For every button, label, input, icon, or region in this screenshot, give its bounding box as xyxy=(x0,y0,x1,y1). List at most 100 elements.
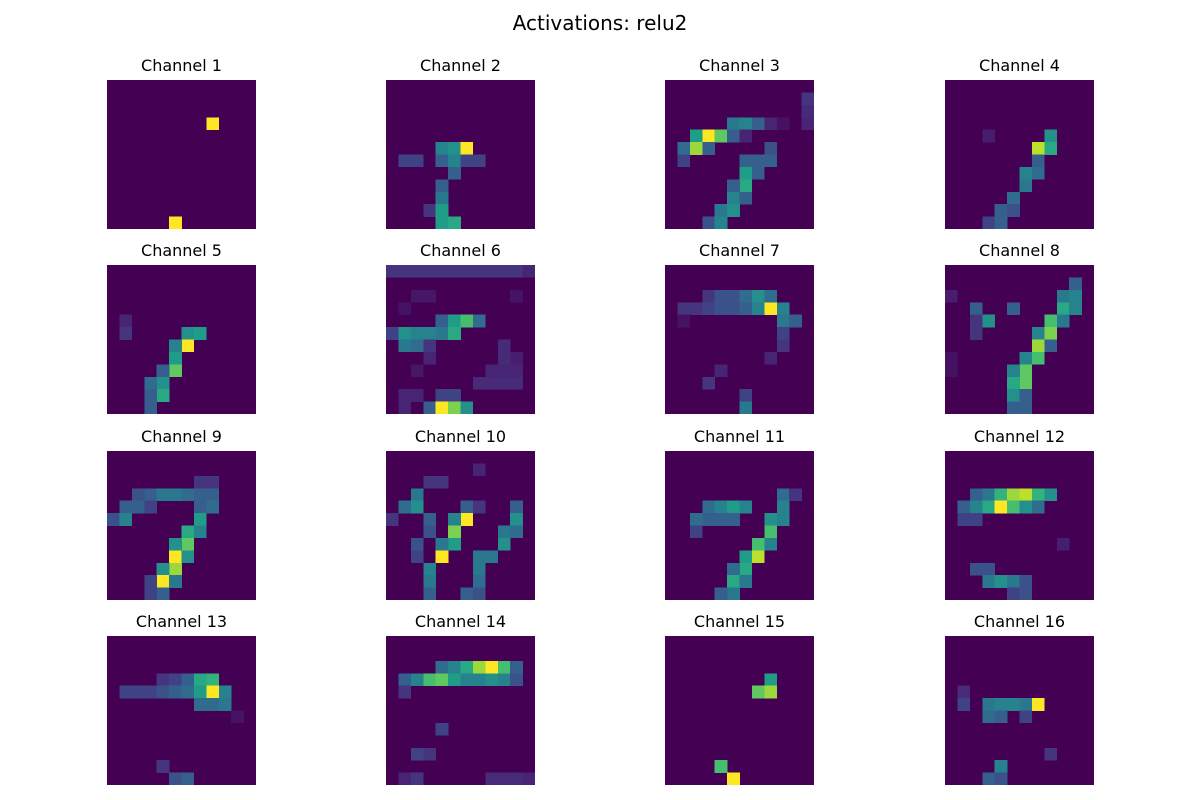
heatmap-cell xyxy=(448,154,461,168)
heatmap-cell xyxy=(1056,302,1070,315)
heatmap-cell xyxy=(485,376,499,390)
heatmap-cell xyxy=(181,525,195,539)
heatmap-cell xyxy=(776,488,790,501)
heatmap-cell xyxy=(448,216,461,229)
heatmap-cell xyxy=(460,401,474,414)
heatmap-cell xyxy=(677,142,691,155)
heatmap-cell xyxy=(776,327,790,340)
heatmap-cell xyxy=(969,314,983,328)
heatmap-cell xyxy=(410,747,424,761)
heatmap-cell xyxy=(982,314,995,328)
heatmap-cell xyxy=(156,389,170,402)
heatmap-cell xyxy=(181,550,195,564)
heatmap-cell xyxy=(994,204,1008,217)
heatmap-cell xyxy=(1044,339,1058,353)
heatmap-cell xyxy=(764,154,778,168)
heatmap-cell xyxy=(1019,179,1033,193)
heatmap-cell xyxy=(435,179,449,193)
heatmap xyxy=(386,80,535,229)
heatmap-cell xyxy=(435,216,449,229)
heatmap xyxy=(945,451,1094,600)
heatmap-cell xyxy=(386,513,399,526)
heatmap-cell xyxy=(435,204,449,217)
heatmap-cell xyxy=(398,154,412,168)
heatmap-cell xyxy=(1007,376,1020,390)
panel-title: Channel 16 xyxy=(973,612,1066,631)
heatmap-cell xyxy=(169,364,182,378)
heatmap-cell xyxy=(751,302,765,315)
heatmap-cell xyxy=(982,216,995,229)
heatmap-cell xyxy=(510,376,523,390)
heatmap-cell xyxy=(472,575,486,588)
panel-title: Channel 15 xyxy=(693,612,786,631)
panel-title: Channel 10 xyxy=(414,427,507,446)
heatmap-cell xyxy=(702,216,715,229)
heatmap-cell xyxy=(1007,364,1020,378)
heatmap-cell xyxy=(435,265,449,278)
heatmap-cell xyxy=(497,660,511,674)
heatmap-cell xyxy=(169,339,182,353)
heatmap-cell xyxy=(739,179,753,193)
heatmap-cell xyxy=(485,660,499,674)
heatmap xyxy=(386,451,535,600)
heatmap-cell xyxy=(206,698,220,711)
heatmap-cell xyxy=(410,537,424,551)
heatmap-cell xyxy=(460,314,474,328)
heatmap-cell xyxy=(156,587,170,600)
heatmap-background xyxy=(665,636,814,785)
heatmap-cell xyxy=(739,166,753,180)
heatmap-cell xyxy=(1056,314,1070,328)
heatmap-cell xyxy=(435,401,449,414)
heatmap-cell xyxy=(206,488,220,501)
heatmap-cell xyxy=(510,265,523,278)
heatmap-cell xyxy=(423,351,436,365)
panel-title: Channel 11 xyxy=(693,427,786,446)
heatmap-cell xyxy=(1019,500,1033,514)
heatmap-cell xyxy=(1007,488,1020,501)
panel-title: Channel 13 xyxy=(135,612,228,631)
heatmap-cell xyxy=(982,129,995,143)
heatmap-cell xyxy=(435,537,449,551)
heatmap-cell xyxy=(460,660,474,674)
heatmap-cell xyxy=(1056,537,1070,551)
heatmap-cell xyxy=(727,191,740,205)
heatmap-cell xyxy=(739,191,753,205)
heatmap-cell xyxy=(472,376,486,390)
heatmap-cell xyxy=(764,289,778,303)
heatmap-cell xyxy=(727,179,740,193)
heatmap-cell xyxy=(982,562,995,576)
heatmap-cell xyxy=(423,587,436,600)
heatmap-cell xyxy=(169,550,182,564)
heatmap-cell xyxy=(206,685,220,699)
heatmap-cell xyxy=(1007,401,1020,414)
heatmap-cell xyxy=(689,513,703,526)
heatmap xyxy=(665,636,814,785)
heatmap-cell xyxy=(751,289,765,303)
heatmap-cell xyxy=(181,537,195,551)
heatmap-cell xyxy=(764,525,778,539)
heatmap-cell xyxy=(1019,351,1033,365)
heatmap-cell xyxy=(435,389,449,402)
heatmap-cell xyxy=(472,314,486,328)
panel-title: Channel 14 xyxy=(414,612,507,631)
heatmap-cell xyxy=(1007,587,1020,600)
heatmap-cell xyxy=(689,129,703,143)
heatmap-cell xyxy=(776,339,790,353)
heatmap-cell xyxy=(107,513,120,526)
heatmap-cell xyxy=(423,673,436,686)
heatmap xyxy=(107,265,256,414)
heatmap-cell xyxy=(398,685,412,699)
figure-title: Activations: relu2 xyxy=(512,11,688,35)
heatmap-cell xyxy=(435,550,449,564)
heatmap-cell xyxy=(702,500,715,514)
heatmap-background xyxy=(386,636,535,785)
heatmap-cell xyxy=(193,500,207,514)
heatmap-cell xyxy=(448,660,461,674)
heatmap-cell xyxy=(497,351,511,365)
heatmap-cell xyxy=(119,314,133,328)
heatmap-cell xyxy=(472,550,486,564)
heatmap-cell xyxy=(131,500,145,514)
heatmap-cell xyxy=(510,525,523,539)
heatmap-cell xyxy=(410,500,424,514)
heatmap-cell xyxy=(193,525,207,539)
